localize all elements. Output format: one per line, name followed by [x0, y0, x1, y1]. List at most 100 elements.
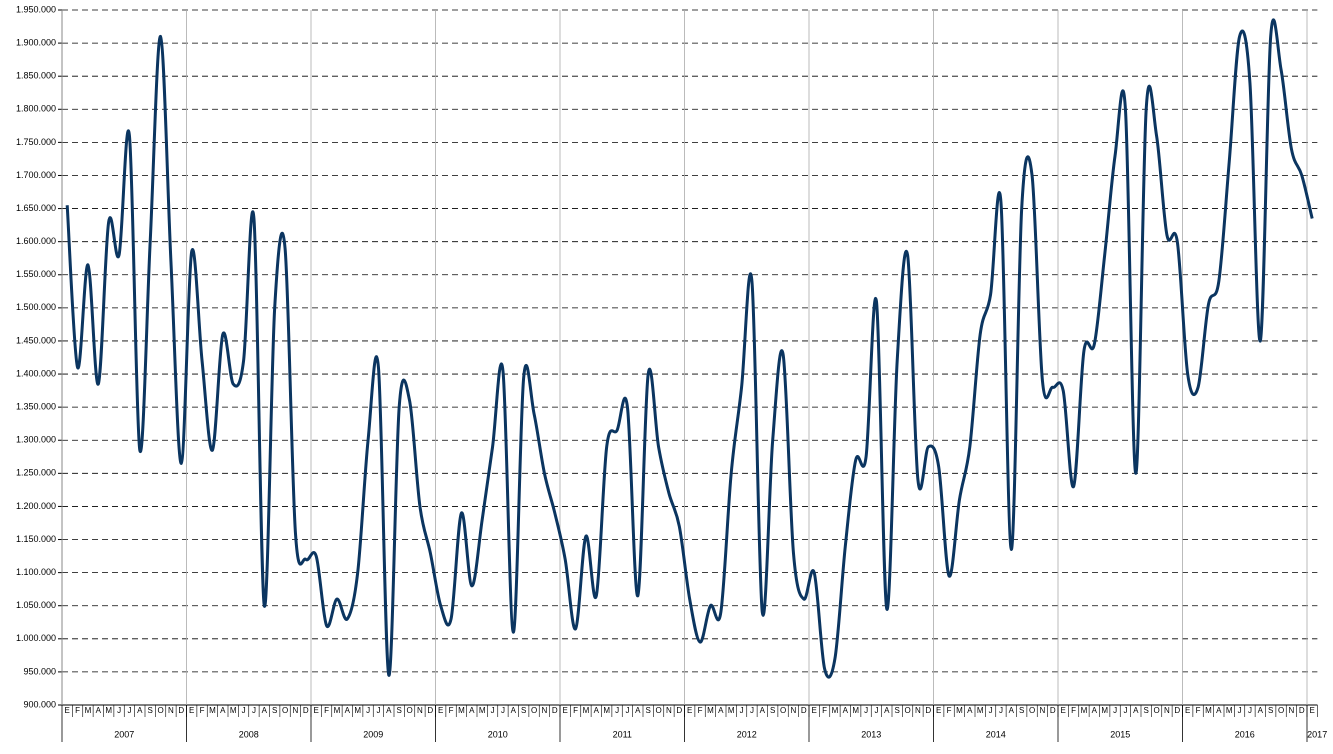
month-label: M	[334, 706, 341, 715]
month-label: N	[542, 706, 548, 715]
year-label: 2016	[1235, 729, 1255, 739]
month-label: A	[760, 706, 766, 715]
year-label: 2017	[1307, 729, 1327, 739]
month-label: A	[718, 706, 724, 715]
month-label: F	[75, 706, 80, 715]
month-label: S	[770, 706, 775, 715]
month-label: D	[303, 706, 309, 715]
month-label: M	[209, 706, 216, 715]
month-label: E	[314, 706, 319, 715]
month-label: J	[615, 706, 619, 715]
month-label: N	[417, 706, 423, 715]
month-label: M	[832, 706, 839, 715]
month-label: M	[728, 706, 735, 715]
month-label: O	[282, 706, 288, 715]
month-label: F	[1071, 706, 1076, 715]
month-label: D	[925, 706, 931, 715]
month-label: F	[947, 706, 952, 715]
month-label: A	[843, 706, 849, 715]
month-label: D	[552, 706, 558, 715]
month-label: S	[646, 706, 651, 715]
month-label: S	[397, 706, 402, 715]
y-tick-label: 1.200.000	[16, 501, 56, 511]
month-label: M	[1226, 706, 1233, 715]
month-label: E	[1061, 706, 1066, 715]
month-label: D	[1299, 706, 1305, 715]
month-label: E	[189, 706, 194, 715]
month-label: O	[406, 706, 412, 715]
y-tick-label: 1.750.000	[16, 137, 56, 147]
y-tick-label: 1.900.000	[16, 37, 56, 47]
month-label: A	[469, 706, 475, 715]
month-label: S	[1144, 706, 1149, 715]
month-label: D	[1174, 706, 1180, 715]
month-label: J	[491, 706, 495, 715]
year-label: 2011	[613, 729, 632, 739]
y-tick-label: 1.250.000	[16, 468, 56, 478]
month-label: A	[262, 706, 268, 715]
month-label: S	[521, 706, 526, 715]
month-label: E	[65, 706, 70, 715]
y-tick-label: 1.300.000	[16, 435, 56, 445]
month-label: N	[293, 706, 299, 715]
month-label: E	[563, 706, 568, 715]
month-label: M	[956, 706, 963, 715]
month-label: A	[1092, 706, 1098, 715]
month-label: A	[220, 706, 226, 715]
month-label: J	[366, 706, 370, 715]
y-tick-label: 1.150.000	[16, 534, 56, 544]
month-label: F	[698, 706, 703, 715]
month-label: N	[666, 706, 672, 715]
month-label: J	[252, 706, 256, 715]
month-label: A	[635, 706, 641, 715]
year-label: 2015	[1110, 729, 1130, 739]
month-label: D	[178, 706, 184, 715]
month-label: D	[801, 706, 807, 715]
month-label: E	[438, 706, 443, 715]
month-label: N	[791, 706, 797, 715]
y-tick-label: 900.000	[23, 699, 56, 709]
series-line	[65, 18, 1314, 679]
month-label: J	[874, 706, 878, 715]
month-label: A	[345, 706, 351, 715]
month-label: O	[1153, 706, 1159, 715]
month-label: F	[449, 706, 454, 715]
month-label: J	[1248, 706, 1252, 715]
month-label: M	[603, 706, 610, 715]
month-label: A	[967, 706, 973, 715]
month-label: A	[511, 706, 517, 715]
month-label: M	[458, 706, 465, 715]
month-label: D	[1050, 706, 1056, 715]
month-label: J	[127, 706, 131, 715]
month-label: N	[168, 706, 174, 715]
month-label: M	[1205, 706, 1212, 715]
month-label: E	[1185, 706, 1190, 715]
month-label: M	[583, 706, 590, 715]
month-label: J	[740, 706, 744, 715]
month-label: J	[750, 706, 754, 715]
month-label: F	[573, 706, 578, 715]
year-label: 2009	[363, 729, 383, 739]
month-label: M	[105, 706, 112, 715]
month-label: J	[1123, 706, 1127, 715]
year-label: 2014	[986, 729, 1006, 739]
month-label: M	[1101, 706, 1108, 715]
month-label: M	[479, 706, 486, 715]
month-label: M	[1081, 706, 1088, 715]
month-label: O	[157, 706, 163, 715]
month-label: F	[200, 706, 205, 715]
y-tick-label: 1.500.000	[16, 302, 56, 312]
month-label: A	[386, 706, 392, 715]
month-label: E	[1310, 706, 1315, 715]
month-label: J	[117, 706, 121, 715]
month-label: A	[884, 706, 890, 715]
month-label: A	[137, 706, 143, 715]
month-label: S	[895, 706, 900, 715]
month-label: J	[1113, 706, 1117, 715]
month-label: E	[812, 706, 817, 715]
month-label: A	[1133, 706, 1139, 715]
year-label: 2007	[114, 729, 134, 739]
y-tick-label: 1.050.000	[16, 600, 56, 610]
month-label: F	[324, 706, 329, 715]
year-label: 2008	[239, 729, 259, 739]
